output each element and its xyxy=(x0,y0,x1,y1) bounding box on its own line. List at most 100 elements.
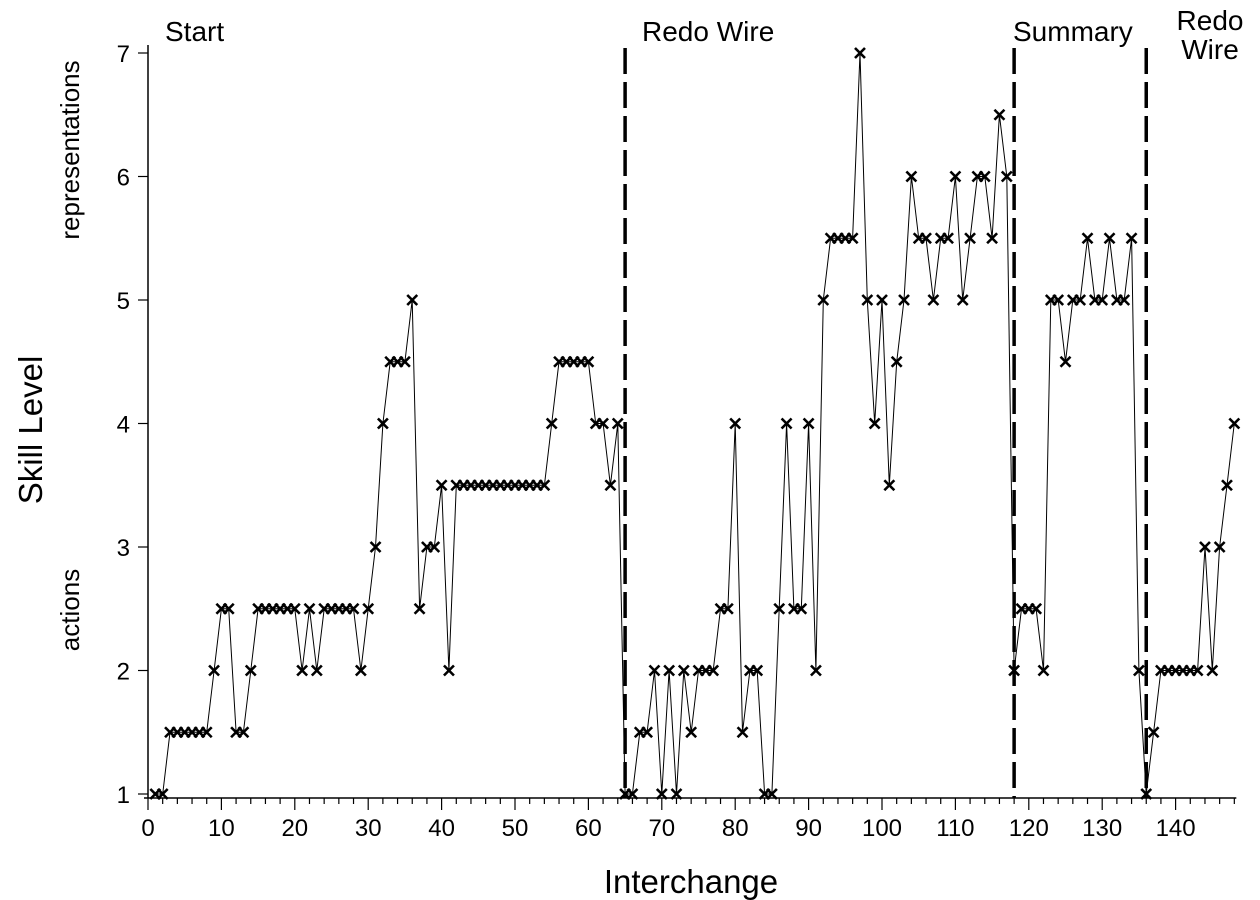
marker-stroke xyxy=(611,417,624,430)
data-point-marker xyxy=(538,479,551,492)
marker-stroke xyxy=(810,664,822,677)
x-tick-label: 120 xyxy=(1009,815,1049,842)
marker-stroke xyxy=(1125,232,1138,245)
data-point-marker xyxy=(1037,664,1050,677)
marker-stroke xyxy=(296,664,309,677)
data-point-marker xyxy=(354,664,367,677)
data-point-marker xyxy=(663,664,676,677)
data-point-marker xyxy=(443,664,455,677)
x-tick-label: 130 xyxy=(1082,815,1122,842)
marker-stroke xyxy=(1118,294,1131,306)
marker-stroke xyxy=(310,664,323,677)
y-ticks: 1 2 3 4 5 6 7 xyxy=(117,41,148,809)
marker-stroke xyxy=(208,664,220,677)
phase-label-line: Redo xyxy=(1177,5,1244,36)
data-point-marker xyxy=(795,602,808,615)
x-tick-label: 70 xyxy=(648,815,675,842)
x-tick-label: 30 xyxy=(355,815,382,842)
marker-stroke xyxy=(685,726,698,739)
marker-stroke xyxy=(406,294,419,306)
data-point-marker xyxy=(685,726,698,739)
marker-stroke xyxy=(905,170,918,183)
x-tick-label: 40 xyxy=(428,815,455,842)
marker-stroke xyxy=(1008,664,1021,677)
data-point-marker xyxy=(1199,541,1211,553)
marker-stroke xyxy=(927,294,940,306)
y-tick-label: 2 xyxy=(117,659,130,686)
data-point-marker xyxy=(604,479,617,492)
marker-stroke xyxy=(1228,417,1241,430)
data-point-marker xyxy=(978,170,991,183)
marker-stroke xyxy=(795,602,808,615)
marker-stroke xyxy=(303,602,316,615)
data-point-marker xyxy=(347,602,360,615)
y-tick-label: 4 xyxy=(117,412,130,439)
data-point-marker xyxy=(802,417,815,430)
marker-stroke xyxy=(868,417,881,430)
marker-stroke xyxy=(883,479,896,492)
marker-stroke xyxy=(1081,232,1094,245)
marker-stroke xyxy=(663,664,676,677)
data-point-marker xyxy=(868,417,881,430)
data-point-marker xyxy=(296,664,309,677)
marker-stroke xyxy=(1000,170,1013,183)
marker-stroke xyxy=(890,355,903,368)
marker-stroke xyxy=(942,232,954,245)
data-point-marker xyxy=(1132,664,1145,677)
data-point-marker xyxy=(369,541,382,553)
data-point-marker xyxy=(927,294,940,306)
data-point-marker xyxy=(1081,232,1094,245)
marker-stroke xyxy=(773,602,786,615)
marker-stroke xyxy=(288,602,301,615)
marker-stroke xyxy=(538,479,551,492)
marker-stroke xyxy=(1221,479,1233,492)
data-point-marker xyxy=(208,664,220,677)
marker-stroke xyxy=(854,47,866,59)
marker-stroke xyxy=(435,479,448,492)
marker-stroke xyxy=(1206,664,1219,677)
x-tick-label: 100 xyxy=(862,815,902,842)
data-point-marker xyxy=(303,602,316,615)
data-point-marker xyxy=(736,726,749,739)
data-point-marker xyxy=(288,602,301,615)
data-point-marker xyxy=(597,417,609,430)
data-point-marker xyxy=(310,664,323,677)
data-point-marker xyxy=(1147,726,1160,739)
y-tick-label: 7 xyxy=(117,41,130,68)
data-point-marker xyxy=(861,294,874,306)
data-point-marker xyxy=(648,664,661,677)
data-point-marker xyxy=(1206,664,1219,677)
marker-stroke xyxy=(443,664,455,677)
marker-stroke xyxy=(428,541,441,553)
marker-stroke xyxy=(993,108,1006,121)
x-tick-label: 0 xyxy=(141,815,154,842)
data-point-marker xyxy=(376,417,389,430)
data-point-marker xyxy=(1059,355,1072,368)
y-tick-label: 5 xyxy=(117,288,130,315)
data-point-marker xyxy=(1000,170,1013,183)
x-tick-label: 90 xyxy=(795,815,822,842)
y-side-label-actions: actions xyxy=(55,569,85,651)
data-point-marker xyxy=(721,602,734,615)
data-point-marker xyxy=(883,479,896,492)
phase-label-redo-wire-final: Redo Wire xyxy=(1177,5,1244,65)
data-point-marker xyxy=(435,479,448,492)
marker-stroke xyxy=(1103,232,1116,245)
data-point-marker xyxy=(1213,541,1226,553)
data-point-marker xyxy=(413,602,426,615)
data-point-marker xyxy=(949,170,962,183)
marker-stroke xyxy=(721,602,734,615)
x-tick-label: 80 xyxy=(722,815,749,842)
data-point-marker xyxy=(1118,294,1131,306)
data-point-marker xyxy=(362,602,375,615)
marker-stroke xyxy=(398,355,411,368)
marker-stroke xyxy=(1191,664,1204,677)
marker-stroke xyxy=(413,602,426,615)
y-axis-title: Skill Level xyxy=(12,356,49,505)
x-tick-label: 50 xyxy=(502,815,529,842)
data-point-marker xyxy=(1125,232,1138,245)
marker-stroke xyxy=(354,664,367,677)
data-point-marker xyxy=(956,294,969,306)
marker-stroke xyxy=(362,602,375,615)
